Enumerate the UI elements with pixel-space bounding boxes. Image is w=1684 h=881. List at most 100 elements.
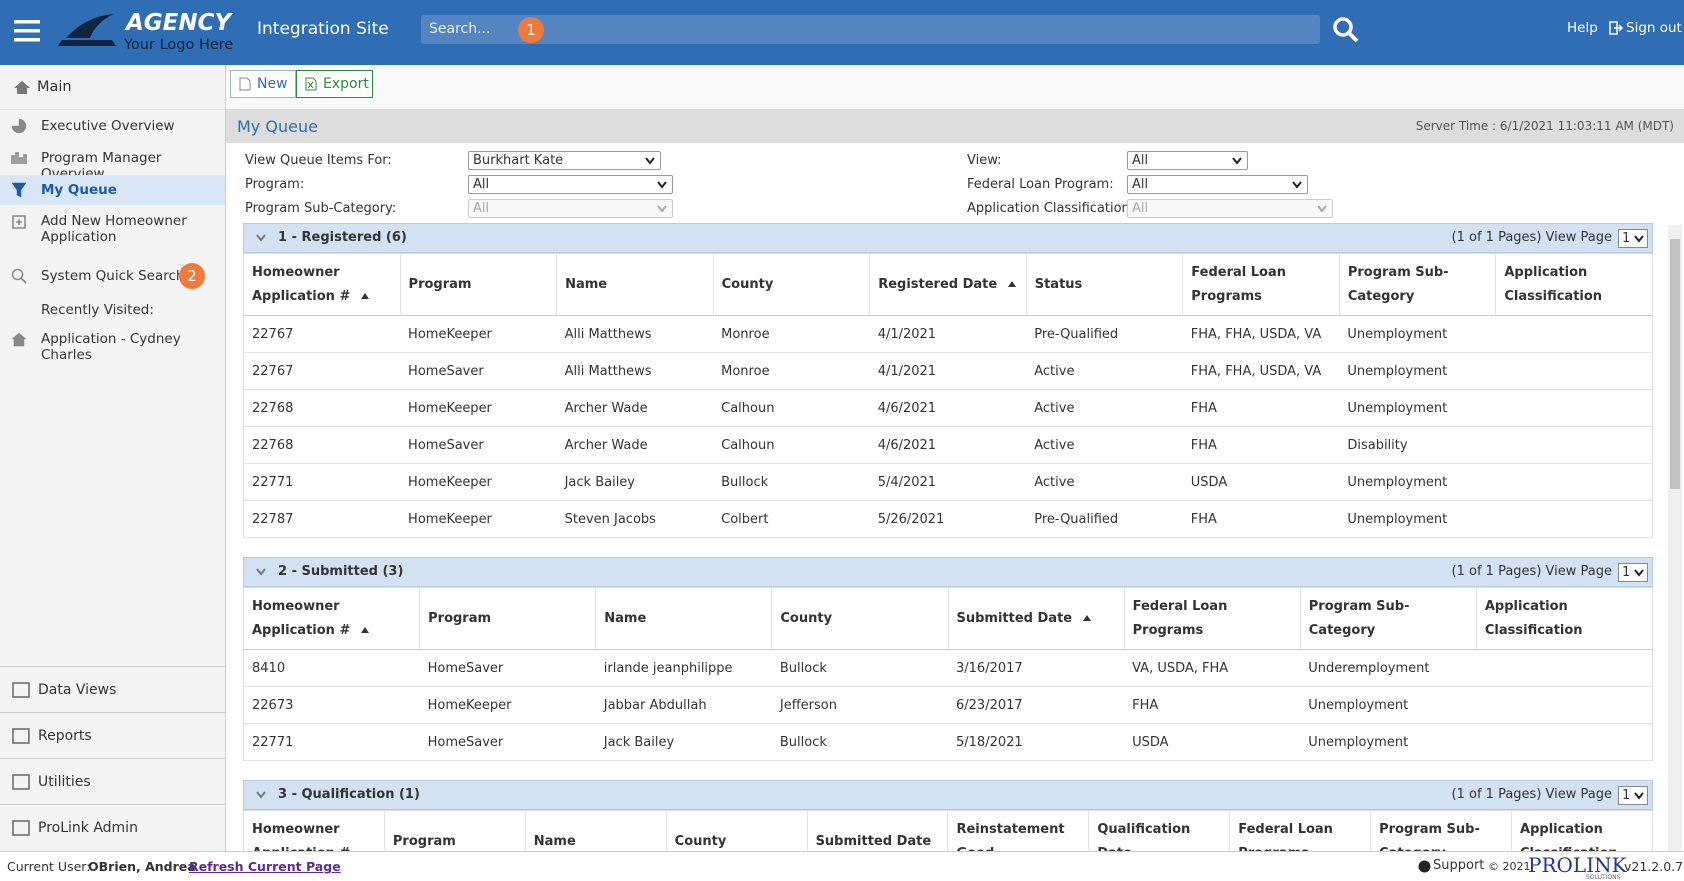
section-icon (12, 820, 30, 836)
cell (1496, 427, 1653, 464)
column-header[interactable]: Federal Loan Programs (1230, 811, 1371, 852)
scroll-thumb[interactable] (1670, 239, 1680, 489)
cell (1496, 464, 1653, 501)
column-header[interactable]: Application Classification (1512, 811, 1653, 852)
sidebar-item[interactable]: System Quick Search2 (0, 261, 225, 291)
column-header[interactable]: Program (420, 588, 596, 650)
main-menu[interactable]: Main (0, 65, 225, 110)
cell: irlande jeanphilippe (596, 650, 772, 687)
column-header[interactable]: County (666, 811, 807, 852)
data-row[interactable]: 22767HomeKeeperAlli MatthewsMonroe4/1/20… (244, 316, 1653, 353)
chevron (1292, 181, 1302, 189)
column-header[interactable]: Reinstatement Good (948, 811, 1089, 852)
column-label: Name (604, 611, 646, 626)
scrollbar[interactable] (1668, 225, 1682, 851)
column-header[interactable]: Program (400, 254, 557, 316)
filter-select[interactable]: All (1127, 151, 1248, 170)
cell: HomeKeeper (400, 390, 557, 427)
column-header[interactable]: Program Sub-Category (1339, 254, 1496, 316)
export-button[interactable]: Export (296, 70, 373, 98)
column-header[interactable]: Registered Date (870, 254, 1027, 316)
column-header[interactable]: Program Sub-Category (1371, 811, 1512, 852)
badge: 2 (179, 263, 205, 289)
sidebar-item[interactable]: My Queue (0, 175, 225, 205)
filter-select[interactable]: All (468, 175, 673, 194)
column-header[interactable]: Program (384, 811, 525, 852)
filter-label: Application Classification: (967, 201, 1134, 216)
column-header[interactable]: Homeowner Application # (244, 588, 420, 650)
column-header[interactable]: Application Classification (1496, 254, 1653, 316)
column-header[interactable]: County (713, 254, 870, 316)
sidebar-section[interactable]: Data Views (0, 666, 225, 712)
column-header[interactable]: Homeowner Application # (244, 811, 385, 852)
data-row[interactable]: 22767HomeSaverAlli MatthewsMonroe4/1/202… (244, 353, 1653, 390)
page-select[interactable]: 1 (1618, 229, 1648, 248)
filter-label: Federal Loan Program: (967, 177, 1114, 192)
header-row: Homeowner Application #ProgramNameCounty… (244, 254, 1653, 316)
cell: Monroe (713, 353, 870, 390)
queue-title: My Queue (237, 117, 318, 136)
column-header[interactable]: Name (525, 811, 666, 852)
column-header[interactable]: County (772, 588, 948, 650)
column-header[interactable]: Submitted Date (948, 588, 1124, 650)
column-header[interactable]: Homeowner Application # (244, 254, 401, 316)
cell: Unemployment (1339, 353, 1496, 390)
column-header[interactable]: Program Sub-Category (1300, 588, 1476, 650)
queue-section: 3 - Qualification (1)(1 of 1 Pages) View… (243, 780, 1653, 851)
section-header[interactable]: 1 - Registered (6)(1 of 1 Pages) View Pa… (243, 223, 1653, 253)
cell: Bullock (713, 464, 870, 501)
page-select[interactable]: 1 (1618, 786, 1648, 805)
column-label: Name (534, 834, 576, 849)
cell: HomeSaver (400, 427, 557, 464)
menu-icon[interactable] (14, 20, 40, 42)
data-row[interactable]: 22768HomeKeeperArcher WadeCalhoun4/6/202… (244, 390, 1653, 427)
data-row[interactable]: 22771HomeSaverJack BaileyBullock5/18/202… (244, 724, 1653, 761)
data-row[interactable]: 22787HomeKeeperSteven JacobsColbert5/26/… (244, 501, 1653, 538)
header-row: Homeowner Application #Program Name County… (244, 588, 1653, 650)
column-header[interactable]: Submitted Date (807, 811, 948, 852)
filter-select[interactable]: All (1127, 175, 1308, 194)
search-button[interactable] (1332, 16, 1360, 44)
column-header[interactable]: Name (557, 254, 714, 316)
signout-link[interactable]: Sign out (1626, 20, 1682, 36)
column-header[interactable]: Status (1026, 254, 1183, 316)
column-header[interactable]: Federal Loan Programs (1183, 254, 1340, 316)
new-button[interactable]: New (230, 70, 296, 98)
filter-select[interactable]: Burkhart Kate (468, 151, 661, 170)
sidebar-section[interactable]: Utilities (0, 758, 225, 804)
export-label: Export (323, 76, 369, 92)
column-label: Program Sub-Category (1309, 599, 1410, 638)
section-header[interactable]: 2 - Submitted (3)(1 of 1 Pages) View Pag… (243, 557, 1653, 587)
column-header[interactable]: Application Classification (1476, 588, 1652, 650)
data-row[interactable]: 22771HomeKeeperJack BaileyBullock5/4/202… (244, 464, 1653, 501)
sidebar-section[interactable]: Reports (0, 712, 225, 758)
search-placeholder: Search... (429, 21, 490, 37)
sidebar-item[interactable]: Application - Cydney Charles (0, 327, 225, 367)
data-row[interactable]: 8410HomeSaverirlande jeanphilippeBullock… (244, 650, 1653, 687)
sidebar-item[interactable]: Executive Overview (0, 111, 225, 141)
sort-arrow (360, 626, 370, 634)
refresh-link[interactable]: Refresh Current Page (189, 859, 341, 874)
cell: USDA (1183, 464, 1340, 501)
support-link[interactable]: Support (1433, 858, 1484, 873)
data-row[interactable]: 22673HomeKeeperJabbar AbdullahJefferson6… (244, 687, 1653, 724)
page-select[interactable]: 1 (1618, 563, 1648, 582)
column-label: County (675, 834, 727, 849)
search-box[interactable]: Search... 1 (421, 15, 1320, 44)
column-header[interactable]: Name (596, 588, 772, 650)
cell: Calhoun (713, 427, 870, 464)
copyright: © 2021 (1488, 860, 1531, 873)
help-link[interactable]: Help (1567, 20, 1598, 36)
cell: Pre-Qualified (1026, 316, 1183, 353)
cell: 22767 (244, 353, 401, 390)
chevron (1232, 157, 1242, 165)
sidebar-item[interactable]: Add New Homeowner Application (0, 209, 225, 249)
cell: 22768 (244, 427, 401, 464)
sidebar-item[interactable]: Program Manager Overview (0, 143, 225, 173)
section-header[interactable]: 3 - Qualification (1)(1 of 1 Pages) View… (243, 780, 1653, 810)
column-header[interactable]: Qualification Date (1089, 811, 1230, 852)
sidebar-section[interactable]: ProLink Admin (0, 804, 225, 850)
data-row[interactable]: 22768HomeSaverArcher WadeCalhoun4/6/2021… (244, 427, 1653, 464)
cell: HomeKeeper (420, 687, 596, 724)
column-header[interactable]: Federal Loan Programs (1124, 588, 1300, 650)
